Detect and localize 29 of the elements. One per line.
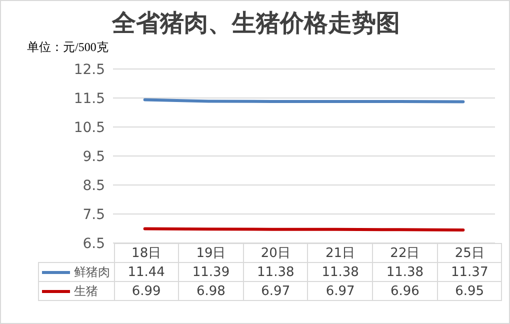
legend-label: 鲜猪肉 — [38, 262, 114, 282]
data-label: 11.39 — [178, 262, 244, 282]
x-tick-label: 25日 — [437, 244, 502, 262]
data-label: 6.98 — [178, 282, 244, 300]
y-tick-label: 10.5 — [74, 120, 105, 136]
x-tick-label: 18日 — [114, 244, 179, 262]
data-label: 11.44 — [114, 262, 179, 282]
data-label: 6.96 — [372, 282, 438, 300]
data-label: 6.95 — [437, 282, 502, 300]
x-tick-label: 21日 — [308, 244, 373, 262]
y-tick-label: 6.5 — [82, 236, 105, 252]
legend-label: 生猪 — [38, 282, 114, 300]
y-tick-label: 11.5 — [74, 90, 105, 107]
data-label: 11.37 — [437, 262, 502, 282]
text: 单位：元/500克 — [27, 39, 108, 56]
data-label: 6.97 — [243, 282, 308, 300]
chart-title: 全省猪肉、生猪价格走势图 — [110, 8, 401, 39]
x-tick-label: 20日 — [243, 244, 308, 262]
data-label: 11.38 — [308, 262, 373, 282]
data-label: 6.99 — [114, 282, 179, 300]
data-label: 6.97 — [308, 282, 373, 300]
y-tick-label: 8.5 — [82, 178, 105, 194]
data-label: 11.38 — [372, 262, 438, 282]
y-tick-label: 7.5 — [82, 206, 105, 223]
x-tick-label: 22日 — [372, 244, 438, 262]
data-label: 11.38 — [243, 262, 308, 282]
x-tick-label: 19日 — [178, 244, 244, 262]
y-tick-label: 12.5 — [74, 62, 105, 78]
y-tick-label: 9.5 — [82, 148, 105, 165]
